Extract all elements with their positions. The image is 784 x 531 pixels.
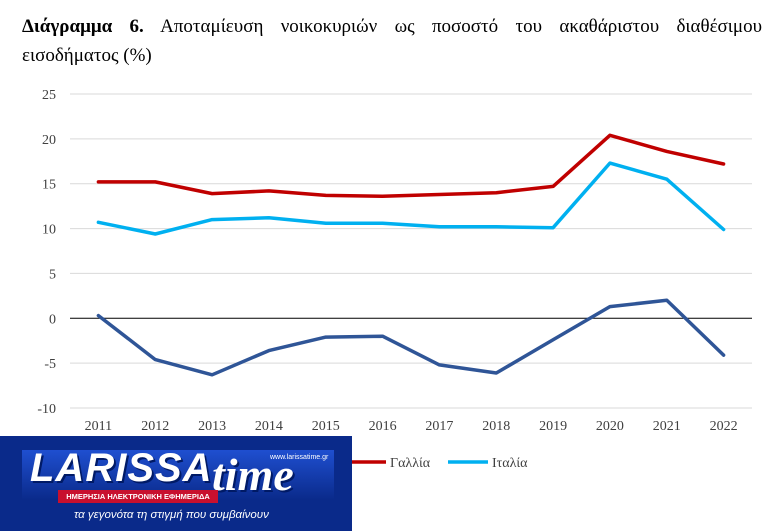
x-tick-label: 2016 [369,419,397,434]
logo-brand-main: LARISSA [30,446,213,490]
logo-band: ΗΜΕΡΗΣΙΑ ΗΛΕΚΤΡΟΝΙΚΗ ΕΦΗΜΕΡΙΔΑ [58,490,218,503]
x-tick-label: 2013 [198,419,226,434]
y-tick-label: 15 [42,178,56,193]
x-tick-label: 2011 [85,419,112,434]
x-tick-label: 2021 [653,419,681,434]
x-tick-label: 2020 [596,419,624,434]
x-tick-label: 2018 [482,419,510,434]
x-tick-label: 2014 [255,419,283,434]
y-tick-label: 5 [49,267,56,282]
chart-title: Διάγραμμα 6. Αποταμίευση νοικοκυριών ως … [22,12,762,70]
chart-title-text: Αποταμίευση νοικοκυριών ως ποσοστό του α… [22,16,763,66]
y-tick-label: 10 [42,223,56,238]
series-line-Ιταλία [96,161,726,236]
legend-label-Γαλλία: Γαλλία [390,456,431,471]
logo-tagline: τα γεγονότα τη στιγμή που συμβαίνουν [74,509,269,521]
y-tick-label: 0 [49,312,56,327]
y-tick-label: 20 [42,133,56,148]
y-tick-label: -5 [44,357,56,372]
series-line-series-0 [96,298,726,377]
larissatime-logo: LARISSA time www.larissatime.gr ΗΜΕΡΗΣΙΑ… [0,436,352,531]
x-tick-label: 2022 [710,419,738,434]
series-line-Γαλλία [96,133,726,199]
y-tick-label: -10 [37,402,56,417]
y-tick-label: 25 [42,88,56,103]
chart-title-prefix: Διάγραμμα 6. [22,16,144,37]
logo-brand-time: time [212,449,294,500]
legend-label-Ιταλία: Ιταλία [492,456,528,471]
x-tick-label: 2012 [141,419,169,434]
x-tick-label: 2019 [539,419,567,434]
x-tick-label: 2015 [312,419,340,434]
x-tick-label: 2017 [425,419,453,434]
logo-url: www.larissatime.gr [270,454,329,461]
